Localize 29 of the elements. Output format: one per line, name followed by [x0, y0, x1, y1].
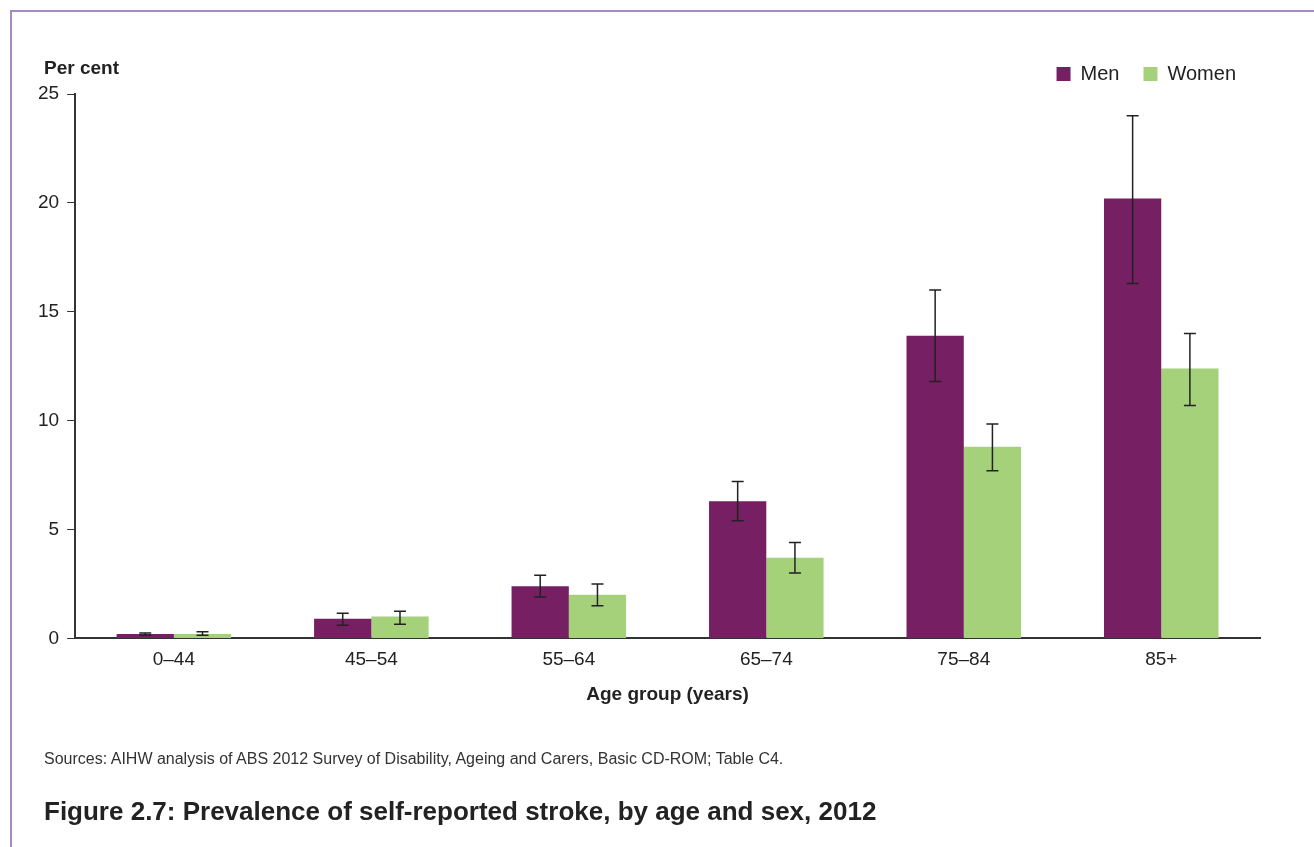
bar — [371, 616, 429, 638]
legend-label: Women — [1167, 61, 1236, 84]
bar — [906, 335, 964, 638]
x-tick-label: 55–64 — [542, 648, 596, 670]
x-tick-label: 0–44 — [152, 648, 196, 670]
bar — [1161, 368, 1219, 638]
y-tick-label: 25 — [37, 82, 60, 104]
bar — [1103, 198, 1162, 638]
bar — [766, 557, 824, 638]
x-tick-label: 45–54 — [344, 648, 399, 670]
x-tick-label: 85+ — [1145, 648, 1178, 670]
bar — [116, 634, 174, 638]
source-note: Sources: AIHW analysis of ABS 2012 Survey of Disability, Ageing and Carers, Basic CD-ROM; Table C4. — [44, 750, 784, 768]
bar — [314, 618, 372, 638]
y-tick-label: 5 — [48, 517, 60, 539]
y-tick-label: 10 — [37, 408, 60, 430]
legend-label: Men — [1080, 61, 1120, 84]
text: Figure 2.7: Prevalence of self-reported stroke, by age and sex, 2012 — [44, 796, 877, 827]
x-axis-title: Age group (years) — [586, 682, 749, 704]
y-tick-label: 20 — [37, 191, 60, 213]
bar — [511, 586, 569, 638]
x-tick-label: 65–74 — [739, 648, 794, 670]
bar — [568, 594, 627, 638]
y-axis-title: Per cent — [44, 56, 120, 78]
y-tick-label: 0 — [48, 626, 60, 648]
bar — [709, 501, 767, 638]
x-tick-label: 75–84 — [937, 648, 991, 670]
y-tick-label: 15 — [37, 299, 60, 321]
bar — [963, 446, 1022, 638]
